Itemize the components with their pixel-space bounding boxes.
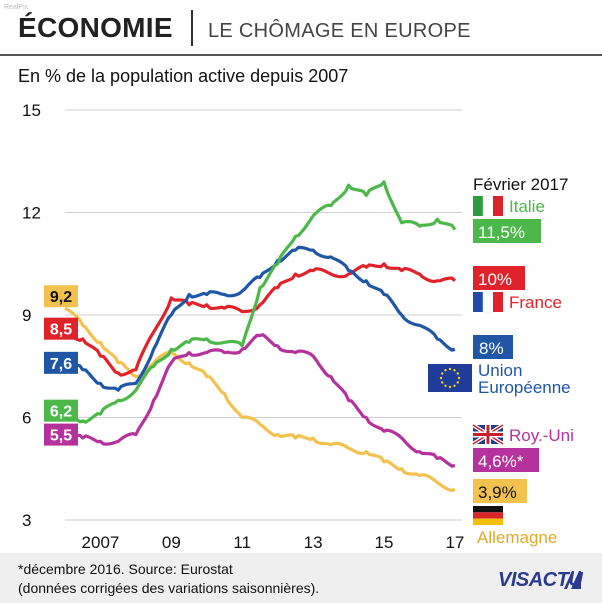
section-title: ÉCONOMIE [18,12,173,43]
start-label-box-germany [44,285,78,308]
start-label-box-france [44,317,78,340]
series-line-eu [64,245,456,392]
start-label-germany: 9,2 [50,289,72,306]
legend-uk-value: 4,6%* [478,452,524,471]
header-rule [0,54,602,56]
watermark-text: RealPix [4,4,29,11]
start-label-france: 8,5 [50,322,72,339]
x-tick-label: 09 [162,533,181,552]
legend-eu-value: 8% [479,339,504,358]
flag-germany-icon [473,506,503,525]
legend-france-name: France [509,293,562,312]
series-line-italy [64,180,457,424]
legend-france-box [473,266,525,290]
legend-germany-value: 3,9% [478,483,517,502]
legend: Février 2017 Italie 11,5% 10% France 8% … [428,175,574,547]
legend-uk-box [473,448,539,472]
footer-source: *décembre 2016. Source: Eurostat [18,561,233,577]
brand-mark-icon [564,571,581,589]
legend-eu-name2: Européenne [478,378,571,397]
y-tick-label: 15 [22,101,41,120]
legend-italy-name: Italie [509,197,545,216]
brand-logo: VISACTU [498,569,583,591]
x-axis-labels: 2007 09 11 13 15 17 [82,533,465,552]
legend-germany-box [473,479,527,503]
y-tick-label: 9 [22,306,31,325]
y-tick-label: 6 [22,409,31,428]
legend-uk-name: Roy.-Uni [509,426,574,445]
y-tick-label: 12 [22,204,41,223]
x-tick-label: 2007 [82,533,120,552]
flag-france-icon [473,291,503,313]
legend-italy-value: 11,5% [478,223,525,242]
header: ÉCONOMIE LE CHÔMAGE EN EUROPE [0,0,602,54]
start-labels: 9,2 8,5 7,6 6,2 5,5 [44,285,78,446]
chart-subtitle: En % de la population active depuis 2007 [18,66,349,86]
x-tick-label: 17 [445,533,464,552]
series-line-france [64,262,456,377]
legend-eu-box [473,335,513,359]
legend-italy-box [473,219,541,243]
footer: *décembre 2016. Source: Eurostat (donnée… [0,553,602,603]
legend-germany-name: Allemagne [477,528,557,547]
start-label-uk: 5,5 [50,428,72,445]
legend-date: Février 2017 [473,175,568,194]
series-line-uk [63,333,456,468]
x-tick-label: 11 [233,533,251,552]
start-label-italy: 6,2 [50,404,72,421]
start-label-box-eu [44,351,78,374]
start-label-box-italy [44,399,78,422]
start-label-eu: 7,6 [50,356,72,373]
x-tick-label: 13 [304,533,323,552]
flag-eu-icon [428,364,472,392]
header-divider [191,10,193,46]
footer-note: (données corrigées des variations saison… [18,580,320,596]
flag-uk-icon [471,423,505,446]
legend-eu-name1: Union [478,361,522,380]
legend-france-value: 10% [478,270,512,289]
flag-italy-icon [473,195,503,217]
series-lines [63,180,457,493]
x-tick-label: 15 [375,533,394,552]
chart: 3 6 9 12 15 2007 09 11 13 15 17 9,2 8,5 7,6 6,2 5,5 F… [22,101,574,552]
start-label-box-uk [44,423,78,446]
y-axis-labels: 3 6 9 12 15 [22,101,41,530]
chart-topic: LE CHÔMAGE EN EUROPE [208,20,471,42]
y-tick-label: 3 [22,511,31,530]
